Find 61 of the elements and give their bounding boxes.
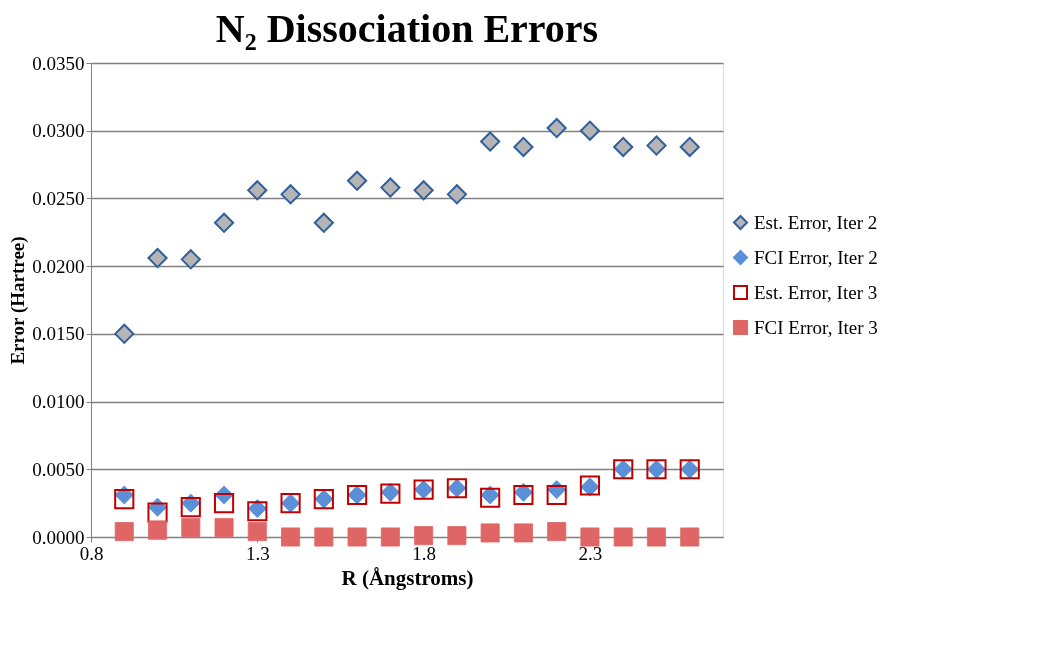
point	[446, 184, 467, 205]
point	[480, 131, 501, 152]
y-tick-label: 0.0350	[32, 52, 85, 74]
point	[480, 523, 500, 543]
point	[280, 184, 301, 205]
point	[180, 249, 201, 270]
chart-title: N₂ Dissociation Errors	[215, 6, 599, 51]
point	[380, 177, 401, 198]
point	[613, 527, 633, 547]
point	[214, 518, 234, 537]
point	[114, 323, 135, 344]
point	[314, 527, 334, 547]
point	[646, 527, 666, 547]
y-tick-label: 0.0300	[32, 120, 85, 142]
point	[646, 135, 667, 156]
point	[114, 522, 134, 542]
legend-label: Est. Error, Iter 2	[754, 211, 878, 233]
point	[613, 136, 634, 158]
point	[679, 136, 700, 158]
point	[579, 120, 601, 141]
point	[247, 180, 268, 201]
point	[148, 520, 168, 540]
x-tick-label: 2.3	[578, 542, 603, 564]
point	[347, 527, 367, 547]
y-tick-label: 0.0000	[32, 526, 85, 548]
point	[181, 493, 201, 513]
point	[281, 527, 301, 547]
point	[347, 170, 368, 191]
point	[680, 527, 700, 547]
point	[447, 526, 467, 546]
legend-label: FCI Error, Iter 3	[754, 316, 878, 338]
point	[114, 489, 135, 510]
point	[147, 247, 168, 269]
point	[547, 522, 567, 542]
legend-label: FCI Error, Iter 2	[754, 246, 878, 268]
x-tick-label: 1.3	[245, 542, 270, 564]
point	[513, 523, 533, 543]
point	[414, 526, 434, 546]
y-axis-title: Error (Hartree)	[7, 236, 30, 365]
point	[413, 180, 434, 201]
point	[546, 484, 567, 506]
y-tick-label: 0.0050	[32, 458, 85, 480]
point	[213, 212, 235, 233]
y-tick-label: 0.0150	[32, 323, 85, 345]
x-tick-label: 1.8	[412, 542, 437, 564]
y-tick-label: 0.0200	[32, 255, 85, 277]
point	[580, 527, 600, 547]
x-axis-title: R (Ångstroms)	[341, 565, 474, 590]
y-tick-label: 0.0250	[32, 187, 85, 209]
legend-label: Est. Error, Iter 3	[754, 281, 878, 303]
point	[213, 493, 235, 514]
point	[114, 485, 134, 505]
point	[147, 502, 168, 523]
y-tick-label: 0.0100	[32, 391, 85, 413]
point	[513, 136, 534, 158]
point	[546, 117, 567, 139]
point	[181, 518, 201, 537]
point	[313, 212, 334, 233]
point	[380, 527, 400, 547]
point	[247, 522, 267, 542]
point	[180, 497, 201, 518]
